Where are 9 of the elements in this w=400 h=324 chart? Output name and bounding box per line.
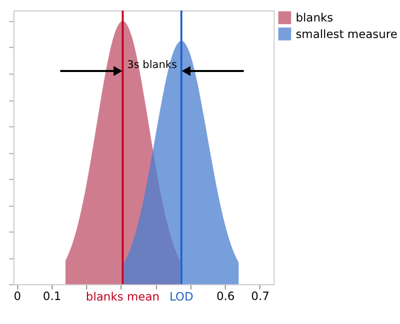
ref-line-label: blanks mean (86, 289, 160, 304)
x-tick-label: 0.6 (216, 289, 235, 303)
x-tick-label: 0.7 (251, 289, 270, 303)
x-tick-label: 0 (14, 289, 21, 303)
legend-label: smallest measure (296, 26, 398, 41)
ref-line-label: LOD (169, 289, 194, 304)
legend-label: blanks (296, 10, 334, 25)
annotation: 3s blanks (127, 59, 177, 72)
x-tick-label: 0.1 (42, 289, 62, 303)
